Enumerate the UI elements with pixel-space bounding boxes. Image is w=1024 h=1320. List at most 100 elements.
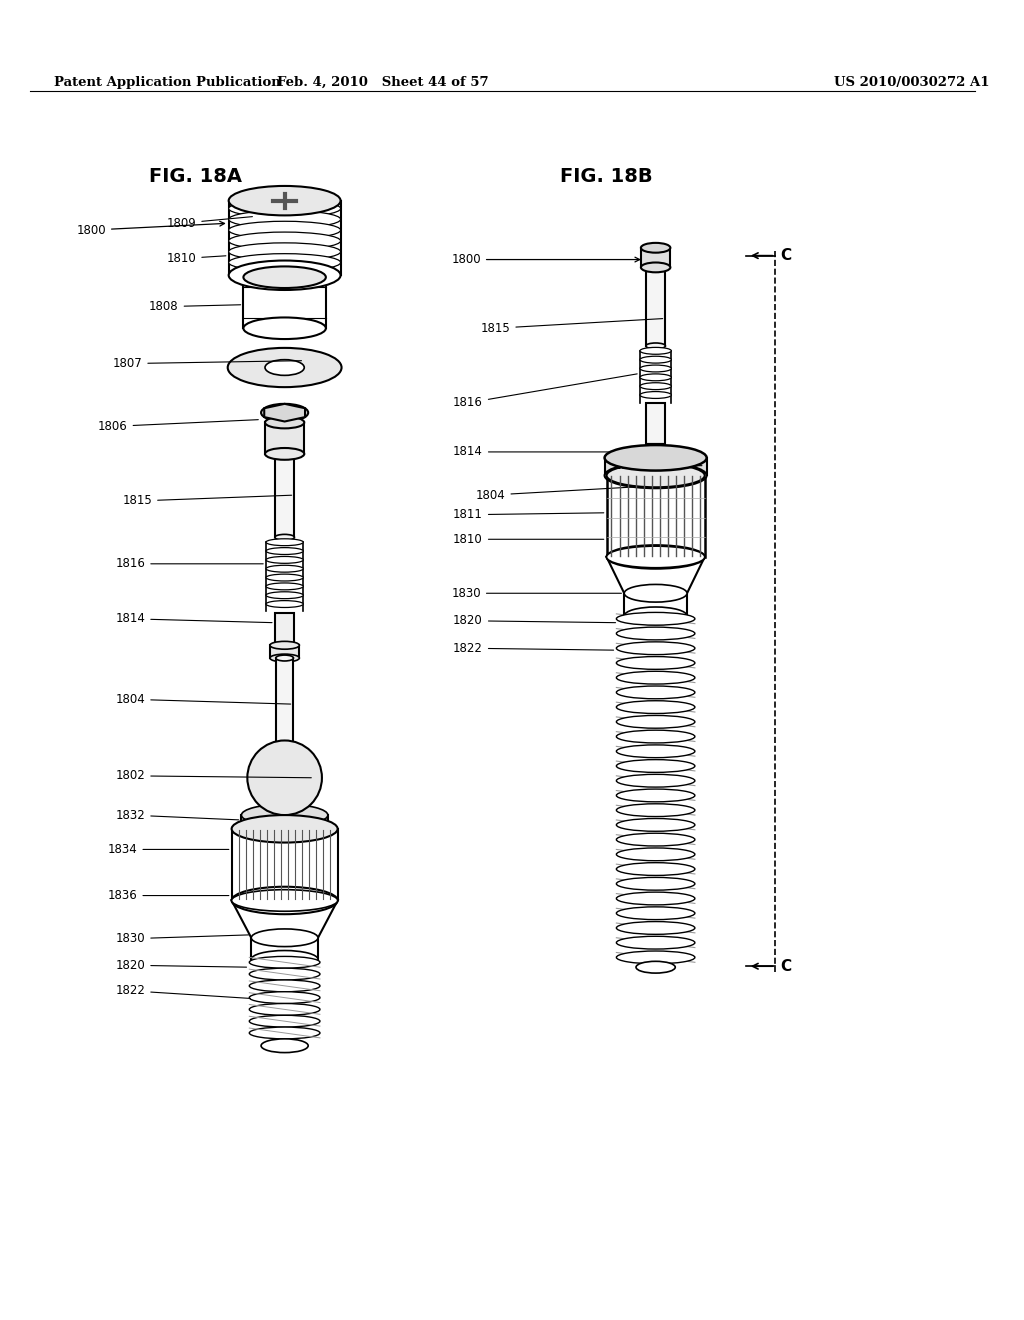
Ellipse shape xyxy=(640,366,672,372)
Ellipse shape xyxy=(266,557,303,564)
Text: 1836: 1836 xyxy=(108,890,228,902)
Ellipse shape xyxy=(242,818,328,840)
Polygon shape xyxy=(264,404,305,421)
Text: 1810: 1810 xyxy=(167,252,226,265)
Ellipse shape xyxy=(616,686,695,698)
Polygon shape xyxy=(244,277,326,329)
Ellipse shape xyxy=(251,929,318,946)
Ellipse shape xyxy=(616,642,695,655)
Ellipse shape xyxy=(265,417,304,429)
Ellipse shape xyxy=(604,463,707,488)
Ellipse shape xyxy=(265,447,304,459)
Ellipse shape xyxy=(616,701,695,714)
Text: 1816: 1816 xyxy=(453,374,637,409)
Ellipse shape xyxy=(606,546,705,568)
Ellipse shape xyxy=(616,892,695,906)
Ellipse shape xyxy=(244,318,326,339)
Ellipse shape xyxy=(228,260,341,290)
Ellipse shape xyxy=(616,950,695,964)
Polygon shape xyxy=(646,268,666,346)
Ellipse shape xyxy=(266,565,303,572)
Text: 1822: 1822 xyxy=(453,642,613,655)
Ellipse shape xyxy=(616,744,695,758)
Text: FIG. 18B: FIG. 18B xyxy=(560,168,653,186)
Circle shape xyxy=(248,741,322,814)
Text: 1808: 1808 xyxy=(150,300,241,313)
Polygon shape xyxy=(265,422,304,454)
Text: 1830: 1830 xyxy=(452,587,622,599)
Ellipse shape xyxy=(640,374,672,380)
Text: 1800: 1800 xyxy=(77,222,224,236)
Ellipse shape xyxy=(616,730,695,743)
Ellipse shape xyxy=(228,253,341,272)
Ellipse shape xyxy=(646,343,666,348)
Text: C: C xyxy=(780,248,792,263)
Text: 1809: 1809 xyxy=(167,216,253,230)
Text: C: C xyxy=(780,958,792,974)
Text: Patent Application Publication: Patent Application Publication xyxy=(54,77,281,88)
Ellipse shape xyxy=(266,583,303,590)
Ellipse shape xyxy=(616,804,695,817)
Ellipse shape xyxy=(616,759,695,772)
Ellipse shape xyxy=(616,936,695,949)
Ellipse shape xyxy=(228,222,341,239)
Text: Feb. 4, 2010   Sheet 44 of 57: Feb. 4, 2010 Sheet 44 of 57 xyxy=(276,77,488,88)
Ellipse shape xyxy=(616,672,695,684)
Text: 1810: 1810 xyxy=(454,533,604,545)
Polygon shape xyxy=(274,454,295,537)
Polygon shape xyxy=(242,814,328,829)
Text: 1807: 1807 xyxy=(113,358,301,370)
Ellipse shape xyxy=(606,545,705,569)
Ellipse shape xyxy=(616,715,695,729)
Ellipse shape xyxy=(640,392,672,399)
Text: 1814: 1814 xyxy=(116,612,272,626)
Text: 1834: 1834 xyxy=(108,843,228,855)
Text: 1811: 1811 xyxy=(613,459,701,473)
Text: 1800: 1800 xyxy=(452,253,640,267)
Ellipse shape xyxy=(616,775,695,787)
Polygon shape xyxy=(231,829,338,900)
Ellipse shape xyxy=(616,656,695,669)
Ellipse shape xyxy=(640,383,672,389)
Ellipse shape xyxy=(249,1027,319,1039)
Ellipse shape xyxy=(641,243,671,252)
Ellipse shape xyxy=(228,199,341,218)
Ellipse shape xyxy=(266,591,303,599)
Text: 1811: 1811 xyxy=(453,508,604,521)
Ellipse shape xyxy=(616,833,695,846)
Polygon shape xyxy=(231,900,338,937)
Ellipse shape xyxy=(249,1015,319,1027)
Ellipse shape xyxy=(249,1003,319,1015)
Ellipse shape xyxy=(640,356,672,363)
Text: 1804: 1804 xyxy=(476,486,660,502)
Polygon shape xyxy=(625,593,687,616)
Ellipse shape xyxy=(261,1039,308,1052)
Ellipse shape xyxy=(641,263,671,272)
Ellipse shape xyxy=(231,814,338,842)
Ellipse shape xyxy=(616,627,695,640)
Ellipse shape xyxy=(249,957,319,968)
Polygon shape xyxy=(641,248,671,268)
Polygon shape xyxy=(648,444,664,466)
Ellipse shape xyxy=(244,267,326,288)
Text: 1820: 1820 xyxy=(454,614,615,627)
Text: 1802: 1802 xyxy=(116,770,311,783)
Ellipse shape xyxy=(616,847,695,861)
Ellipse shape xyxy=(616,789,695,801)
Ellipse shape xyxy=(636,961,675,973)
Ellipse shape xyxy=(242,804,328,826)
Text: 1822: 1822 xyxy=(116,985,251,998)
Ellipse shape xyxy=(228,243,341,260)
Ellipse shape xyxy=(266,574,303,581)
Polygon shape xyxy=(270,645,299,659)
Ellipse shape xyxy=(604,445,707,470)
Ellipse shape xyxy=(249,991,319,1003)
Polygon shape xyxy=(251,937,318,960)
Ellipse shape xyxy=(616,818,695,832)
Polygon shape xyxy=(274,612,295,648)
Text: FIG. 18A: FIG. 18A xyxy=(150,168,243,186)
Ellipse shape xyxy=(249,979,319,991)
Ellipse shape xyxy=(266,601,303,607)
Ellipse shape xyxy=(251,950,318,968)
Ellipse shape xyxy=(261,404,308,421)
